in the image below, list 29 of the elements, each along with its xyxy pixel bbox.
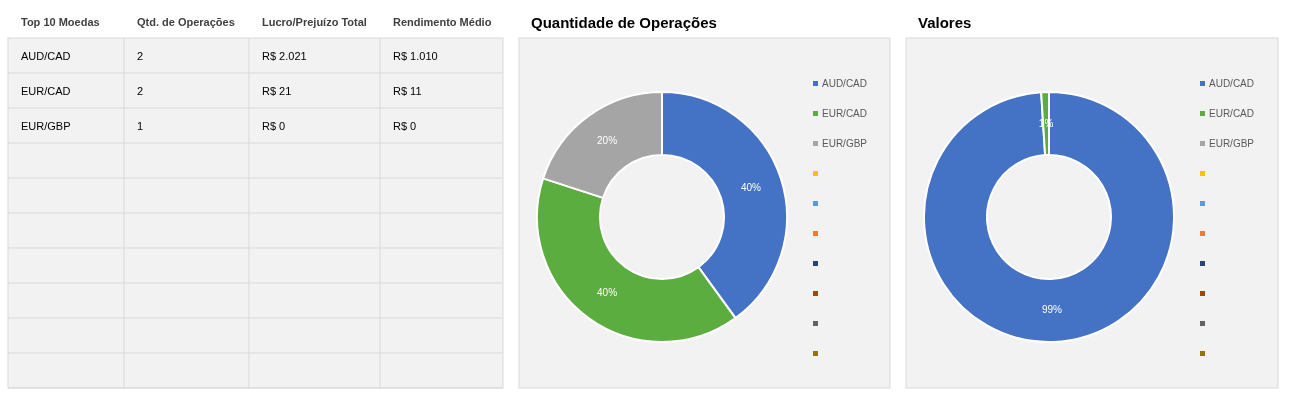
data-label: 40% [597, 286, 618, 298]
category-label: AUD/CAD [21, 50, 71, 62]
chart-title: Quantidade de Operações [531, 14, 717, 31]
legend-label: AUD/CAD [822, 78, 868, 89]
legend-label: EUR/GBP [1209, 138, 1255, 149]
donut-slice [923, 91, 1175, 343]
legend-label: EUR/GBP [822, 138, 868, 149]
legend-label: AUD/CAD [1209, 78, 1255, 89]
data-label: R$ 1.010 [393, 50, 438, 62]
category-label: EUR/GBP [21, 120, 71, 132]
data-label: R$ 11 [393, 85, 422, 97]
data-label: 20% [597, 135, 618, 147]
data-label: R$ 0 [393, 120, 417, 132]
text: Rendimento Médio [393, 16, 492, 28]
text: Lucro/Prejuízo Total [262, 16, 367, 28]
text: Top 10 Moedas [21, 16, 100, 28]
data-label: 99% [1041, 304, 1063, 316]
legend-label: EUR/CAD [1209, 108, 1255, 119]
chart-title: Valores [918, 14, 972, 31]
data-label: R$ 2.021 [262, 50, 307, 62]
legend-label: EUR/CAD [822, 108, 868, 119]
data-label: 1 [137, 120, 144, 132]
series-label: Qtd. de Operações [137, 16, 235, 28]
data-label: 40% [740, 182, 762, 194]
data-label: R$ 0 [262, 120, 286, 132]
data-label: R$ 21 [262, 85, 292, 97]
data-label: 2 [137, 85, 144, 97]
category-label: EUR/CAD [21, 85, 71, 97]
data-label: 2 [137, 50, 144, 62]
